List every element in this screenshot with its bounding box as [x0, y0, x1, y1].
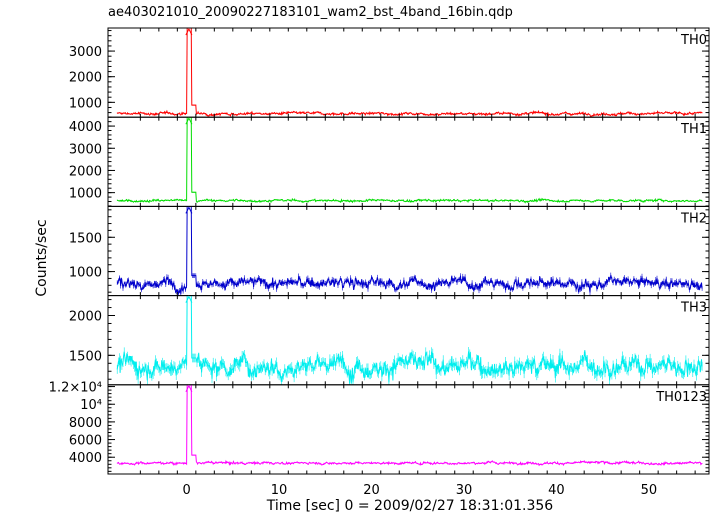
y-tick-label: 10⁴ [80, 398, 102, 413]
y-tick-label: 1000 [69, 266, 102, 281]
y-tick-label: 2000 [69, 164, 102, 179]
series-line-th1 [116, 117, 703, 204]
panel-th2: 1000 1500 TH2 [69, 205, 710, 297]
peak-arrow [185, 117, 193, 125]
x-tick-label: 50 [641, 483, 658, 498]
panel-frame [107, 116, 710, 207]
y-tick-label: 3000 [69, 142, 102, 157]
x-tick-label: 40 [548, 483, 565, 498]
band-label-th2: TH2 [680, 211, 707, 226]
y-tick-label: 8000 [69, 416, 102, 431]
x-axis-label: Time [sec] 0 = 2009/02/27 18:31:01.356 [266, 498, 554, 514]
x-tick-label: 30 [456, 483, 473, 498]
series-line-th0 [117, 28, 703, 118]
y-tick-label: 1500 [69, 231, 102, 246]
band-label-th0123: TH0123 [655, 390, 707, 405]
y-tick-label: 1.2×10⁴ [49, 381, 102, 396]
y-tick-label: 1500 [69, 349, 102, 364]
panels-layer: 1000 2000 3000 TH0 1000 2000 3000 4000 TH1 1000 15… [49, 27, 710, 475]
y-tick-label: 6000 [69, 434, 102, 449]
y-tick-label: 2000 [69, 71, 102, 86]
panel-th3: 1500 2000 TH3 [69, 295, 710, 386]
peak-arrow [185, 295, 193, 303]
y-tick-label: 1000 [69, 96, 102, 111]
series-line-th0123 [117, 384, 703, 467]
panel-frame [107, 27, 710, 118]
y-tick-label: 4000 [69, 451, 102, 466]
panel-th1: 1000 2000 3000 4000 TH1 [69, 116, 710, 207]
y-tick-label: 2000 [69, 310, 102, 325]
x-tick-label: 20 [363, 483, 380, 498]
panel-th0123: 4000 6000 8000 10⁴ 1.2×10⁴ TH0123 [49, 381, 710, 475]
band-label-th1: TH1 [680, 122, 707, 137]
panel-frame [107, 384, 710, 475]
x-tick-labels: 0 10 20 30 40 50 [182, 483, 657, 498]
band-label-th3: TH3 [680, 301, 707, 316]
y-axis-label: Counts/sec [34, 219, 50, 296]
x-tick-label: 10 [271, 483, 288, 498]
y-tick-label: 1000 [69, 187, 102, 202]
peak-arrow [185, 206, 193, 214]
panel-th0: 1000 2000 3000 TH0 [69, 27, 710, 118]
peak-arrow [185, 384, 193, 393]
band-label-th0: TH0 [680, 33, 707, 48]
y-tick-label: 4000 [69, 120, 102, 135]
chart-title: ae403021010_20090227183101_wam2_bst_4ban… [108, 5, 513, 20]
y-tick-label: 3000 [69, 45, 102, 60]
peak-arrow [185, 27, 193, 36]
x-tick-label: 0 [182, 483, 190, 498]
